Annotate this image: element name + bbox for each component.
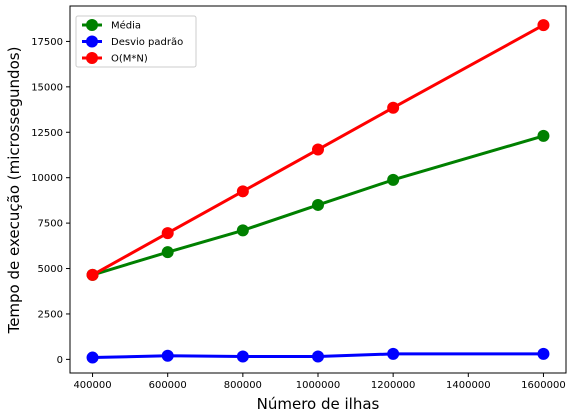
series-2-point	[537, 19, 550, 32]
y-tick-label: 10000	[31, 173, 63, 184]
series-1-line	[92, 352, 544, 360]
x-tick-label: 1000000	[296, 380, 341, 391]
series-1-point	[537, 347, 550, 360]
x-axis-title: Número de ilhas	[257, 395, 380, 413]
series-0-point	[236, 224, 249, 237]
x-tick-label: 400000	[73, 380, 111, 391]
legend-label: Média	[111, 20, 141, 32]
series-2-point	[387, 101, 400, 114]
series-0-point	[537, 129, 550, 142]
series-0-point	[161, 246, 174, 259]
series-2-point	[312, 143, 324, 156]
series-1-point	[86, 351, 99, 364]
legend: Média Desvio padrão O(M*N)	[75, 15, 197, 68]
series-0-point	[312, 198, 324, 211]
y-tick-label: 7500	[38, 219, 63, 230]
series-2-point	[161, 227, 174, 240]
y-tick-label: 15000	[31, 82, 63, 93]
x-tick-label: 1600000	[521, 380, 566, 391]
series-1-point	[387, 347, 400, 360]
legend-label: O(M*N)	[111, 54, 148, 65]
x-tick-label: 600000	[149, 380, 187, 391]
y-axis-title: Tempo de execução (microssegundos)	[5, 47, 23, 335]
series-2-point	[236, 185, 249, 198]
legend-swatch-marker	[86, 19, 98, 31]
y-axis: 0 2500 5000 7500 10000 12500 15000 17500	[31, 37, 70, 366]
x-axis: 400000 600000 800000 1000000 1200000 1400000 1…	[73, 373, 566, 391]
y-tick-label: 2500	[38, 309, 63, 320]
x-tick-label: 1400000	[446, 380, 491, 391]
series-layer	[86, 19, 550, 364]
y-tick-label: 17500	[31, 37, 63, 48]
series-2-line	[91, 23, 545, 277]
x-tick-label: 800000	[224, 380, 262, 391]
x-tick-label: 1200000	[371, 380, 416, 391]
series-0-line	[92, 134, 544, 277]
legend-swatch-marker	[86, 35, 98, 48]
series-1-point	[161, 349, 174, 362]
y-tick-label: 0	[57, 355, 63, 366]
series-0-point	[387, 173, 400, 186]
legend-box	[75, 15, 197, 68]
series-1-point	[312, 350, 324, 363]
series-1-point	[236, 350, 249, 363]
legend-label: Desvio padrão	[111, 37, 183, 48]
legend-swatch-marker	[86, 52, 98, 64]
series-2-point	[86, 268, 99, 281]
y-tick-label: 5000	[38, 264, 63, 275]
y-tick-label: 12500	[31, 128, 63, 139]
